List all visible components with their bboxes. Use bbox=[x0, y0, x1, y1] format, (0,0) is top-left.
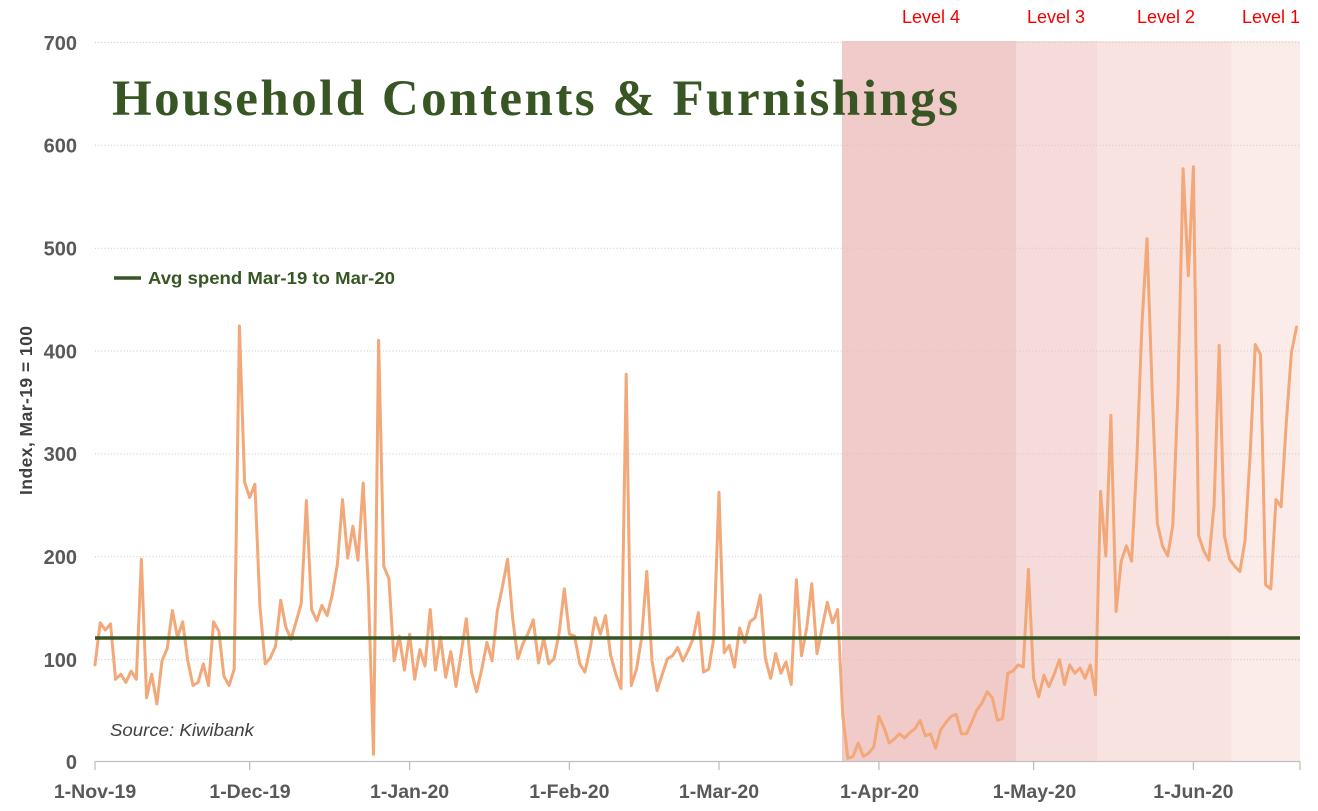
svg-text:Household Contents & Furnishin: Household Contents & Furnishings bbox=[112, 71, 958, 127]
svg-text:Level 3: Level 3 bbox=[1027, 7, 1085, 27]
svg-text:500: 500 bbox=[44, 239, 77, 261]
svg-text:1-Apr-20: 1-Apr-20 bbox=[840, 781, 919, 803]
svg-text:Level 4: Level 4 bbox=[902, 7, 960, 27]
svg-text:Source: Kiwibank: Source: Kiwibank bbox=[110, 720, 255, 740]
svg-text:1-Dec-19: 1-Dec-19 bbox=[209, 781, 290, 803]
svg-text:400: 400 bbox=[44, 341, 77, 363]
svg-text:0: 0 bbox=[66, 752, 77, 774]
svg-text:600: 600 bbox=[44, 136, 77, 158]
svg-text:1-Jan-20: 1-Jan-20 bbox=[370, 781, 449, 803]
svg-text:1-May-20: 1-May-20 bbox=[993, 781, 1077, 803]
svg-text:300: 300 bbox=[44, 444, 77, 466]
svg-text:1-Jun-20: 1-Jun-20 bbox=[1153, 781, 1233, 803]
svg-text:Avg spend Mar-19 to Mar-20: Avg spend Mar-19 to Mar-20 bbox=[148, 268, 395, 288]
svg-text:1-Feb-20: 1-Feb-20 bbox=[529, 781, 609, 803]
svg-text:200: 200 bbox=[44, 547, 77, 569]
svg-text:Index, Mar-19 = 100: Index, Mar-19 = 100 bbox=[16, 326, 36, 495]
svg-text:1-Mar-20: 1-Mar-20 bbox=[679, 781, 759, 803]
svg-text:Level 2: Level 2 bbox=[1137, 7, 1195, 27]
svg-text:700: 700 bbox=[44, 33, 77, 55]
svg-text:Level 1: Level 1 bbox=[1242, 7, 1300, 27]
svg-text:100: 100 bbox=[44, 650, 77, 672]
svg-text:1-Nov-19: 1-Nov-19 bbox=[54, 781, 137, 803]
